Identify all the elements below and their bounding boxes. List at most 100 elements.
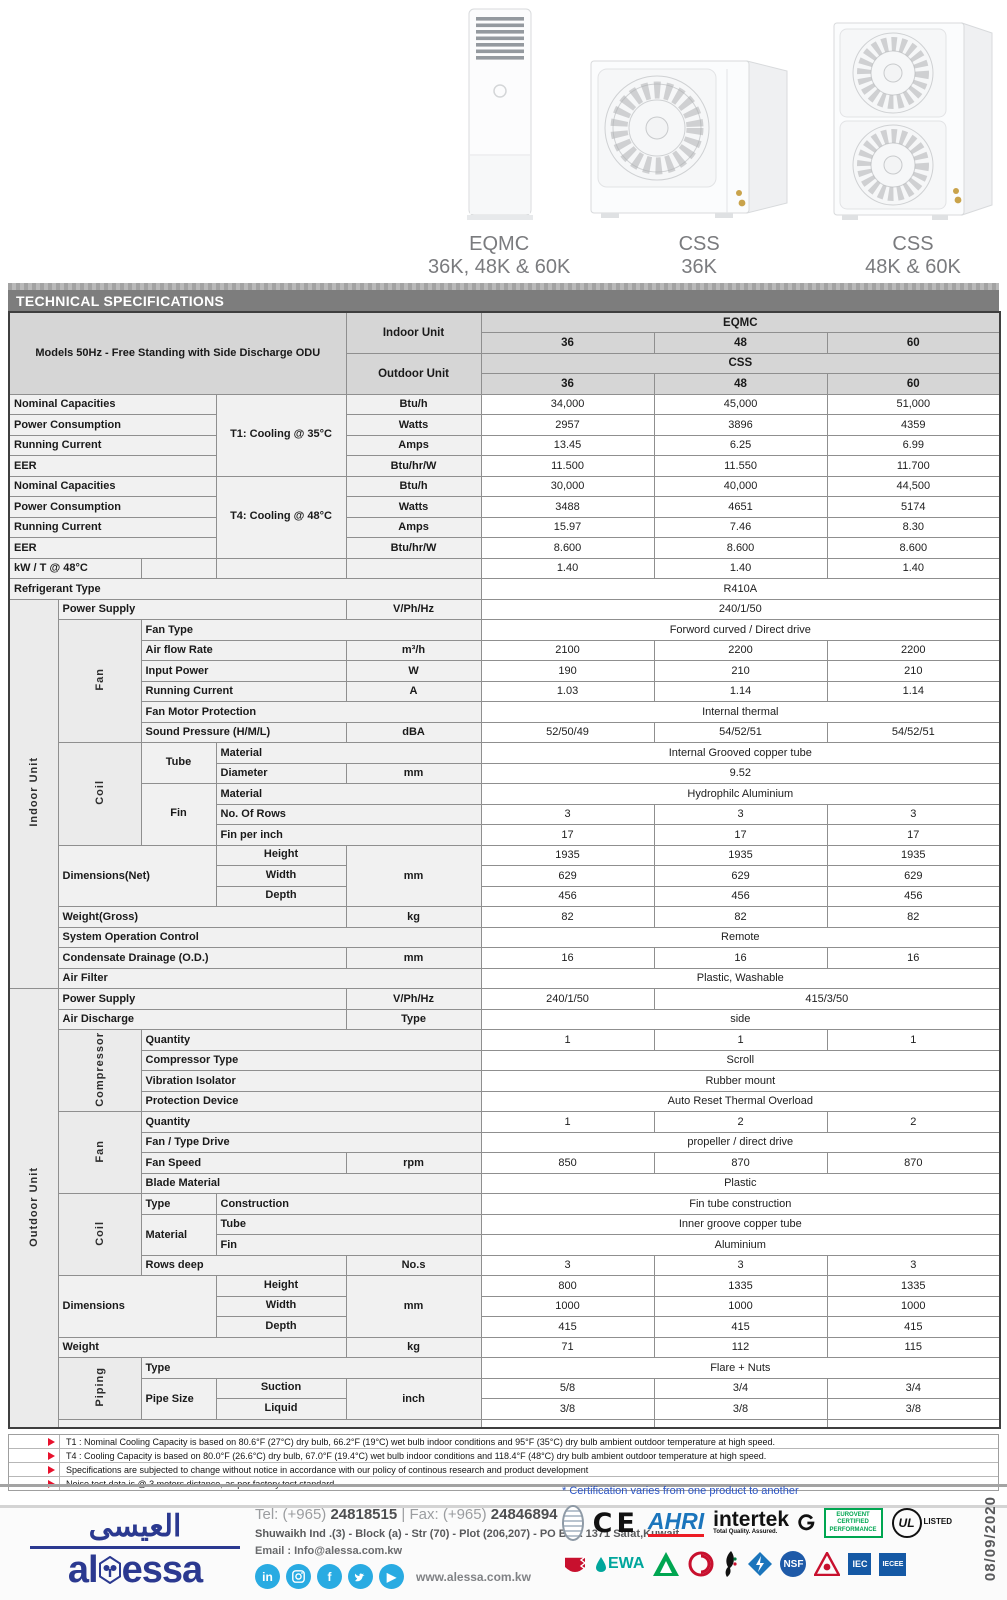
value-cell: 40,000	[653, 475, 828, 497]
product-name: EQMC	[469, 233, 530, 256]
section-title: TECHNICAL SPECIFICATIONS	[8, 290, 999, 311]
row-label-cell: Fan Type	[140, 619, 482, 641]
value-cell: 6.99	[826, 434, 1001, 456]
header-cell: EQMC	[480, 311, 1001, 333]
fax-label: Fax:	[409, 1506, 439, 1523]
row-label-cell: Tube	[215, 1213, 482, 1235]
twitter-icon[interactable]	[348, 1564, 373, 1589]
product-name: CSS	[892, 233, 934, 256]
css-36k-outdoor-unit-image	[590, 60, 788, 219]
value-cell: 1000	[826, 1295, 1001, 1317]
product-caption: CSS 48K & 60K	[865, 233, 961, 278]
value-cell: Auto Reset Thermal Overload	[480, 1090, 1001, 1112]
value-cell: Plastic, Washable	[480, 967, 1001, 989]
unit-cell: mm	[345, 762, 482, 784]
value-cell: Internal thermal	[480, 701, 1001, 723]
social-links: in f ▶ www.alessa.com.kw	[255, 1564, 565, 1589]
value-cell: 15.97	[480, 516, 655, 538]
value-cell: 8.600	[826, 537, 1001, 559]
header-cell: Outdoor Unit	[345, 352, 482, 395]
linkedin-icon[interactable]: in	[255, 1564, 280, 1589]
header-cell: 36	[480, 332, 655, 354]
value-cell: 3/4	[826, 1377, 1001, 1399]
row-label-cell	[140, 557, 217, 579]
value-cell: 13.45	[480, 434, 655, 456]
ce-mark-icon: CE	[592, 1507, 639, 1539]
tel-label: Tel:	[255, 1506, 279, 1523]
facebook-icon[interactable]: f	[317, 1564, 342, 1589]
value-cell: 52/50/49	[480, 721, 655, 743]
row-label-cell: Running Current	[140, 680, 347, 702]
instagram-icon[interactable]	[286, 1564, 311, 1589]
value-cell: 82	[653, 906, 828, 928]
value-cell: 2100	[480, 639, 655, 661]
row-label-cell: Fan / Type Drive	[140, 1131, 482, 1153]
value-cell: Forword curved / Direct drive	[480, 619, 1001, 641]
value-cell: 3	[653, 803, 828, 825]
value-cell: 210	[826, 660, 1001, 682]
email-line: Email : Info@alessa.com.kw	[255, 1545, 403, 1557]
unit-cell: dBA	[345, 721, 482, 743]
unit-cell: Type	[345, 1008, 482, 1030]
footnote-text: T4 : Cooling Capacity is based on 80.0°F…	[66, 1450, 767, 1461]
nsf-logo-icon: NSF	[780, 1551, 807, 1577]
row-label-cell: Weight	[57, 1336, 347, 1358]
value-cell: 3	[826, 803, 1001, 825]
value-cell: 456	[653, 885, 828, 907]
product-css-48k-60k: CSS 48K & 60K	[828, 19, 998, 278]
value-cell: 44,500	[826, 475, 1001, 497]
row-label-cell: Sound Pressure (H/M/L)	[140, 721, 347, 743]
document-date: 08/09/2020	[982, 1496, 999, 1582]
value-cell: 1	[653, 1029, 828, 1051]
eurovent-logo-icon: EUROVENT CERTIFIED PERFORMANCE	[823, 1508, 883, 1538]
header-cell: 60	[826, 373, 1001, 395]
row-label-cell: Running Current	[8, 434, 217, 456]
row-label-cell: Quantity	[140, 1111, 482, 1133]
value-cell: 3/8	[826, 1398, 1001, 1420]
alessa-logo-latin: al essa	[30, 1551, 240, 1589]
value-cell: 3	[480, 1254, 655, 1276]
value-cell: 240/1/50	[480, 598, 1001, 620]
youtube-icon[interactable]: ▶	[379, 1564, 404, 1589]
product-images: EQMC 36K, 48K & 60K CSS 36K	[428, 6, 998, 278]
product-sizes: 36K	[681, 255, 717, 278]
value-cell: 850	[480, 1152, 655, 1174]
value-cell: 629	[653, 865, 828, 887]
value-cell: 3	[826, 1254, 1001, 1276]
sub-label-cell: Height	[215, 844, 347, 866]
value-cell: 2	[826, 1111, 1001, 1133]
footnote-bullet-zone	[9, 1463, 60, 1476]
unit-cell: Watts	[345, 414, 482, 436]
row-label-cell: Material	[140, 1213, 217, 1256]
unit-cell: inch	[345, 1377, 482, 1420]
row-label-cell: Power Consumption	[8, 496, 217, 518]
footnote-text: Noise test data is @ 3 meters distance, …	[60, 1479, 334, 1489]
product-caption: CSS 36K	[679, 233, 720, 278]
footnotes: T1 : Nominal Cooling Capacity is based o…	[8, 1434, 999, 1491]
value-cell: 190	[480, 660, 655, 682]
footnote-row: Specifications are subjected to change w…	[9, 1462, 998, 1476]
header-cell: 36	[480, 373, 655, 395]
value-cell: 11.550	[653, 455, 828, 477]
group-label-cell: Outdoor Unit	[8, 988, 59, 1429]
value-cell: 1	[826, 1029, 1001, 1051]
value-cell: 1	[480, 1029, 655, 1051]
row-label-cell: Pipe Size	[140, 1377, 217, 1420]
models-header-cell: Models 50Hz - Free Standing with Side Di…	[8, 311, 347, 395]
unit-cell: kg	[345, 906, 482, 928]
value-cell: 3	[653, 1254, 828, 1276]
product-sizes: 48K & 60K	[865, 255, 961, 278]
value-cell: Fin tube construction	[480, 1193, 1001, 1215]
certification-logos-row-2: EWA NSF IEC IEC	[562, 1550, 952, 1578]
value-cell: 3896	[653, 414, 828, 436]
row-label-cell: Rows deep	[140, 1254, 347, 1276]
value-cell: propeller / direct drive	[480, 1131, 1001, 1153]
alessa-latin-right: essa	[121, 1549, 204, 1591]
unit-cell: V/Ph/Hz	[345, 598, 482, 620]
row-label-cell: Weight(Gross)	[57, 906, 347, 928]
value-cell: 16	[480, 947, 655, 969]
website-url[interactable]: www.alessa.com.kw	[416, 1569, 531, 1584]
row-label-cell	[57, 1418, 482, 1429]
ahri-logo-icon: AHRI	[647, 1509, 705, 1537]
